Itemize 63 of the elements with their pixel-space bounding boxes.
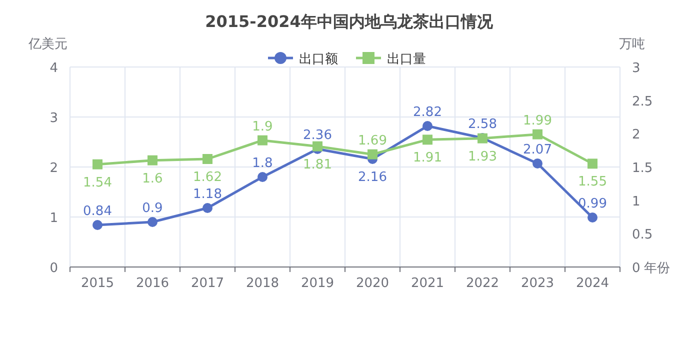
- y-tick-label: 0: [50, 261, 58, 276]
- point: [588, 212, 598, 222]
- x-tick-label: 2018: [246, 276, 280, 291]
- data-label: 0.84: [83, 204, 112, 219]
- y2-axis-title: 万吨: [619, 37, 645, 52]
- y2-tick-label: 2: [632, 128, 640, 143]
- data-label: 2.36: [303, 128, 332, 143]
- data-label: 1.55: [578, 174, 607, 190]
- data-label: 1.69: [358, 133, 387, 148]
- legend-label: 出口量: [387, 52, 426, 67]
- data-label: 1.18: [193, 187, 222, 202]
- data-label: 1.54: [83, 175, 112, 190]
- x-tick-label: 2019: [300, 276, 334, 291]
- point: [368, 149, 378, 160]
- data-label: 2.58: [468, 117, 497, 132]
- point: [588, 158, 598, 169]
- x-tick-label: 2016: [136, 276, 170, 291]
- y2-tick-label: 0: [632, 261, 640, 276]
- data-label: 1.91: [413, 150, 442, 166]
- x-tick-label: 2023: [520, 276, 554, 291]
- data-label: 0.9: [142, 201, 163, 216]
- point: [202, 154, 212, 164]
- data-label: 1.6: [142, 171, 163, 186]
- y-tick-label: 4: [50, 61, 58, 76]
- y-tick-label: 2: [50, 161, 58, 176]
- point: [258, 172, 268, 182]
- y-tick-label: 3: [50, 111, 58, 126]
- x-tick-label: 2021: [410, 276, 444, 291]
- chart-title: 2015-2024年中国内地乌龙茶出口情况: [205, 12, 494, 31]
- legend-label: 出口额: [299, 52, 338, 67]
- point: [148, 155, 158, 166]
- point: [258, 135, 268, 146]
- point: [202, 203, 212, 213]
- point: [92, 159, 102, 170]
- y2-tick-label: 3: [632, 61, 640, 76]
- point: [532, 158, 542, 168]
- x-tick-label: 2024: [576, 276, 610, 291]
- point: [422, 121, 432, 131]
- point: [312, 141, 322, 152]
- y-tick-label: 1: [50, 211, 58, 226]
- x-tick-label: 2020: [356, 276, 390, 291]
- point: [92, 220, 102, 230]
- x-tick-label: 2017: [190, 276, 224, 291]
- data-label: 1.62: [193, 170, 222, 185]
- x-tick-label: 2015: [80, 276, 114, 291]
- point: [422, 134, 432, 145]
- x-axis-title: 年份: [644, 261, 670, 276]
- data-label: 2.07: [523, 142, 552, 158]
- y2-tick-label: 1: [632, 194, 640, 210]
- x-tick-label: 2022: [466, 276, 500, 291]
- y-axis-title: 亿美元: [28, 36, 68, 52]
- y2-tick-label: 1.5: [632, 161, 653, 176]
- data-label: 1.99: [523, 113, 552, 128]
- data-label: 1.81: [303, 157, 332, 172]
- data-label: 1.8: [252, 156, 273, 171]
- data-label: 2.82: [413, 105, 442, 120]
- data-label: 1.93: [468, 149, 497, 164]
- data-label: 2.16: [358, 170, 387, 185]
- point: [532, 129, 542, 140]
- point: [148, 217, 158, 227]
- y2-tick-label: 2.5: [632, 94, 653, 110]
- y2-tick-label: 0.5: [632, 228, 653, 243]
- data-label: 1.9: [252, 119, 273, 134]
